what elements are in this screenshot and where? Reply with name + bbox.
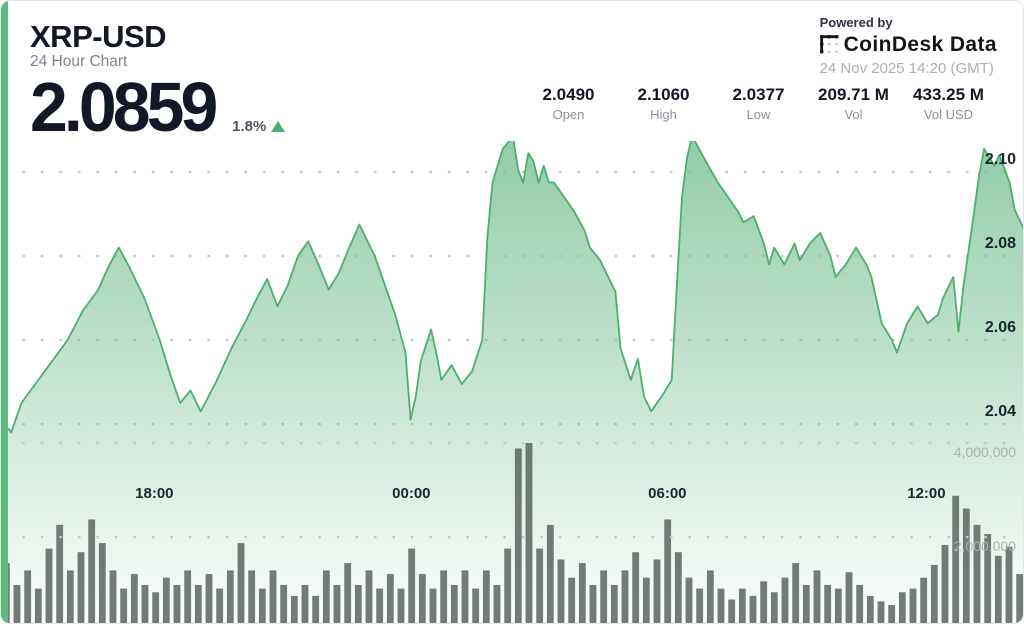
svg-text:2,000,000: 2,000,000 <box>954 538 1016 554</box>
svg-text:2.10: 2.10 <box>985 151 1016 168</box>
svg-text:06:00: 06:00 <box>648 485 686 502</box>
svg-text:2.04: 2.04 <box>985 403 1016 420</box>
svg-text:4,000,000: 4,000,000 <box>954 444 1016 460</box>
svg-text:2.06: 2.06 <box>985 319 1016 336</box>
svg-text:12:00: 12:00 <box>907 485 945 502</box>
svg-text:2.08: 2.08 <box>985 235 1016 252</box>
svg-text:18:00: 18:00 <box>135 485 173 502</box>
svg-text:00:00: 00:00 <box>392 485 430 502</box>
